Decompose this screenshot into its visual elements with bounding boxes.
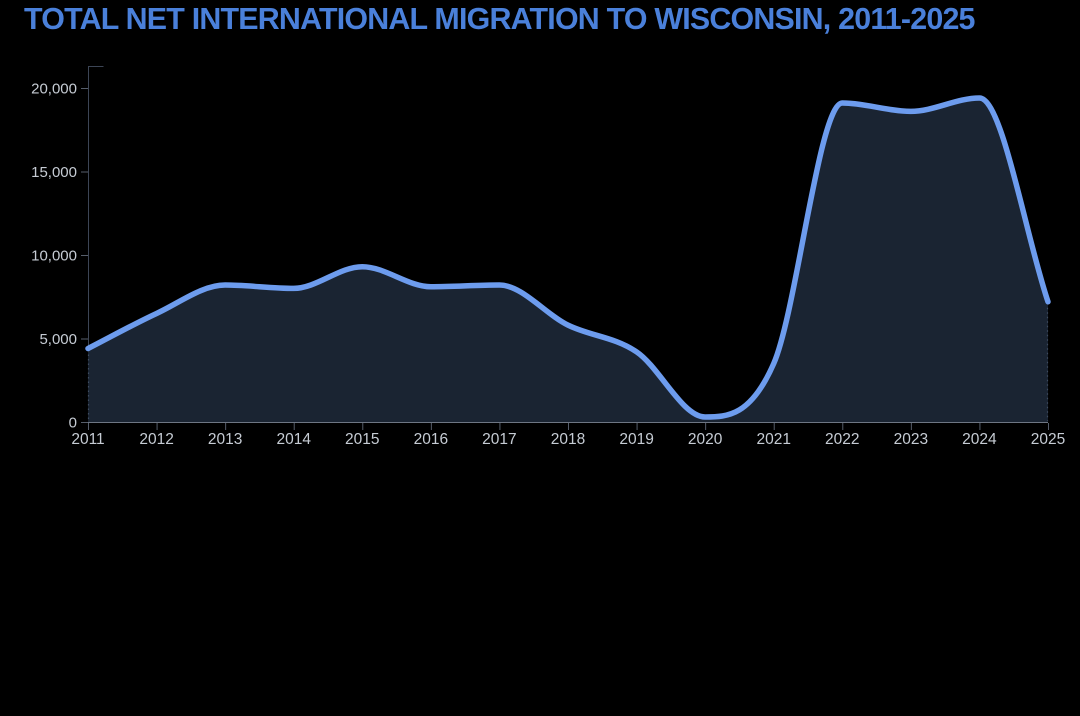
x-tick-label: 2023 (894, 431, 928, 448)
y-tick-label: 20,000 (31, 81, 77, 98)
y-tick-label: 10,000 (31, 248, 77, 265)
x-tick-label: 2013 (208, 431, 242, 448)
x-tick-label: 2017 (482, 431, 516, 448)
x-tick-label: 2021 (756, 431, 790, 448)
x-tick-label: 2014 (276, 431, 311, 448)
x-tick-label: 2025 (1031, 431, 1065, 448)
x-tick-label: 2018 (551, 431, 585, 448)
x-tick-label: 2019 (619, 431, 653, 448)
x-tick-label: 2012 (139, 431, 173, 448)
x-tick-label: 2015 (345, 431, 379, 448)
y-tick-label: 5,000 (39, 331, 77, 348)
migration-area-fill (88, 98, 1048, 423)
x-tick-label: 2024 (962, 431, 997, 448)
x-tick-label: 2016 (414, 431, 448, 448)
migration-line (85, 95, 1051, 420)
x-tick-label: 2011 (71, 431, 104, 448)
x-tick-label: 2022 (825, 431, 859, 448)
y-tick-label: 15,000 (31, 164, 77, 181)
chart-title: TOTAL NET INTERNATIONAL MIGRATION TO WIS… (24, 1, 975, 36)
y-tick-label: 0 (69, 415, 77, 432)
x-tick-label: 2020 (688, 431, 723, 448)
